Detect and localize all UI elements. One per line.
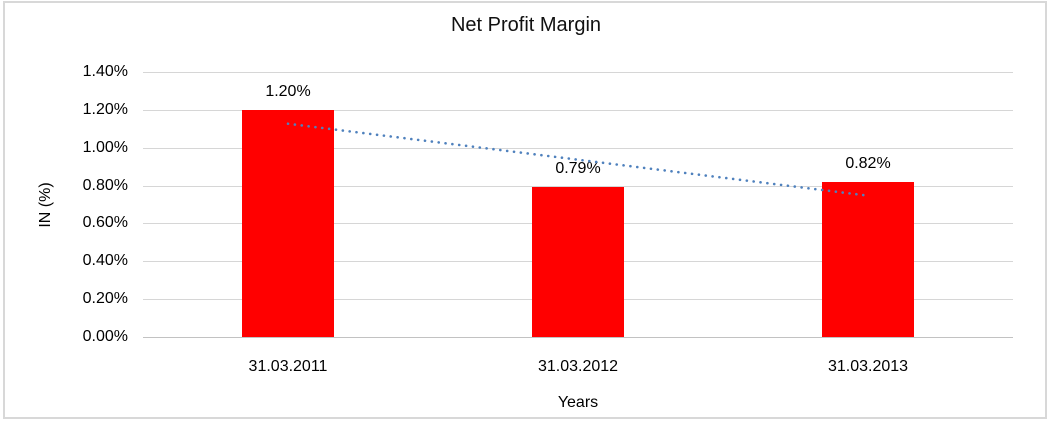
y-axis-tick-label: 0.40% bbox=[82, 252, 128, 270]
y-gridline bbox=[143, 109, 1013, 111]
y-axis-title: IN (%) bbox=[37, 182, 54, 228]
bar-data-label: 0.79% bbox=[555, 160, 601, 178]
chart-title: Net Profit Margin bbox=[450, 14, 602, 36]
bar-31.03.2011 bbox=[242, 109, 334, 337]
y-axis-tick-label: 0.60% bbox=[82, 214, 128, 232]
bar-31.03.2012 bbox=[532, 187, 624, 337]
bar-data-label: 0.82% bbox=[845, 154, 891, 172]
y-axis-tick-label: 0.00% bbox=[82, 328, 128, 345]
y-axis-tick-label: 0.20% bbox=[82, 290, 128, 308]
y-gridline bbox=[143, 72, 1013, 73]
x-axis-category-label: 31.03.2011 bbox=[248, 358, 328, 375]
y-axis-tick-label: 1.40% bbox=[82, 63, 128, 80]
y-axis-tick-label: 0.80% bbox=[82, 176, 128, 194]
y-axis-tick-label: 1.00% bbox=[82, 138, 128, 156]
x-axis-title: Years bbox=[557, 394, 599, 411]
bar-data-label: 1.20% bbox=[265, 82, 311, 100]
y-axis-tick-label: 1.20% bbox=[82, 100, 128, 118]
x-axis-category-label: 31.03.2013 bbox=[827, 358, 909, 375]
x-axis-line bbox=[143, 337, 1013, 338]
bar-31.03.2013 bbox=[822, 181, 914, 337]
x-axis-category-label: 31.03.2012 bbox=[537, 358, 619, 375]
